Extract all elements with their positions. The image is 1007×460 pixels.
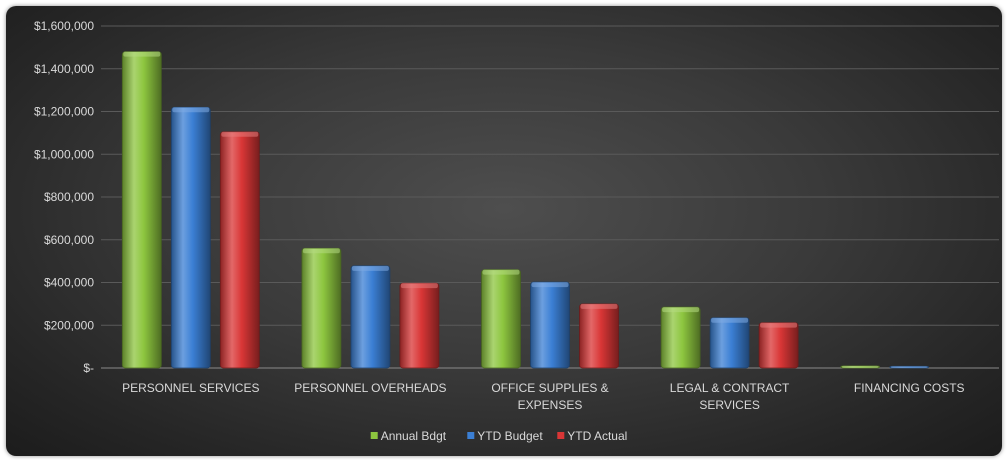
bar-ytd-budget (350, 265, 391, 369)
bar-ytd-budget (530, 281, 570, 369)
bar-highlight (302, 248, 340, 254)
bar-annual-bdgt (301, 247, 342, 369)
chart-area: $- $200,000 $400,000 $600,000 $800,000 $1,000… (6, 6, 1002, 456)
bar-highlight (400, 283, 438, 289)
x-category-label: EXPENSES (518, 398, 583, 412)
x-category-label: OFFICE SUPPLIES & (491, 381, 608, 395)
x-category-label: LEGAL & CONTRACT (670, 381, 790, 395)
bar-annual-bdgt (660, 306, 701, 369)
y-tick-label: $1,600,000 (34, 19, 94, 33)
bar-highlight (123, 51, 161, 57)
bar-highlight (172, 107, 210, 113)
legend: Annual Bdgt YTD Budget YTD Actual (370, 429, 627, 443)
bar-ytd-budget (170, 106, 211, 369)
legend-swatch (467, 432, 475, 439)
y-tick-label: $800,000 (44, 190, 94, 204)
bar-ytd-actual (579, 303, 619, 369)
x-category-label: FINANCING COSTS (854, 381, 965, 395)
bar-ytd-actual (219, 131, 260, 369)
bar-annual-bdgt (481, 269, 521, 369)
bar-highlight (531, 282, 569, 288)
y-tick-label: $1,000,000 (34, 147, 94, 161)
legend-label: YTD Actual (567, 429, 627, 443)
x-category-label: SERVICES (699, 398, 759, 412)
bar-highlight (841, 365, 879, 368)
y-tick-label: $- (83, 361, 94, 375)
bar-ytd-budget (709, 317, 750, 369)
legend-label: YTD Budget (477, 429, 543, 443)
x-category-label: PERSONNEL OVERHEADS (294, 381, 446, 395)
bars (121, 51, 930, 369)
legend-swatch (370, 432, 378, 439)
bar-chart: $- $200,000 $400,000 $600,000 $800,000 $1,000… (34, 19, 999, 443)
y-tick-label: $200,000 (44, 318, 94, 332)
y-tick-label: $1,200,000 (34, 105, 94, 119)
bar-highlight (221, 131, 259, 137)
y-axis: $- $200,000 $400,000 $600,000 $800,000 $1,000… (34, 19, 94, 375)
x-category-label: PERSONNEL SERVICES (122, 381, 259, 395)
bar-highlight (711, 317, 749, 323)
legend-label: Annual Bdgt (381, 429, 447, 443)
x-axis: PERSONNEL SERVICES PERSONNEL OVERHEADS OFF… (122, 381, 964, 412)
bar-highlight (662, 307, 700, 313)
legend-swatch (557, 432, 565, 439)
y-tick-label: $400,000 (44, 276, 94, 290)
bar-highlight (351, 265, 389, 271)
bar-ytd-actual (758, 322, 799, 369)
bar-highlight (760, 322, 798, 328)
bar-highlight (482, 269, 520, 275)
bar-annual-bdgt (121, 51, 162, 369)
bar-highlight (890, 366, 928, 368)
bar-highlight (580, 303, 618, 309)
y-tick-label: $1,400,000 (34, 62, 94, 76)
y-tick-label: $600,000 (44, 233, 94, 247)
bar-ytd-actual (399, 282, 440, 369)
